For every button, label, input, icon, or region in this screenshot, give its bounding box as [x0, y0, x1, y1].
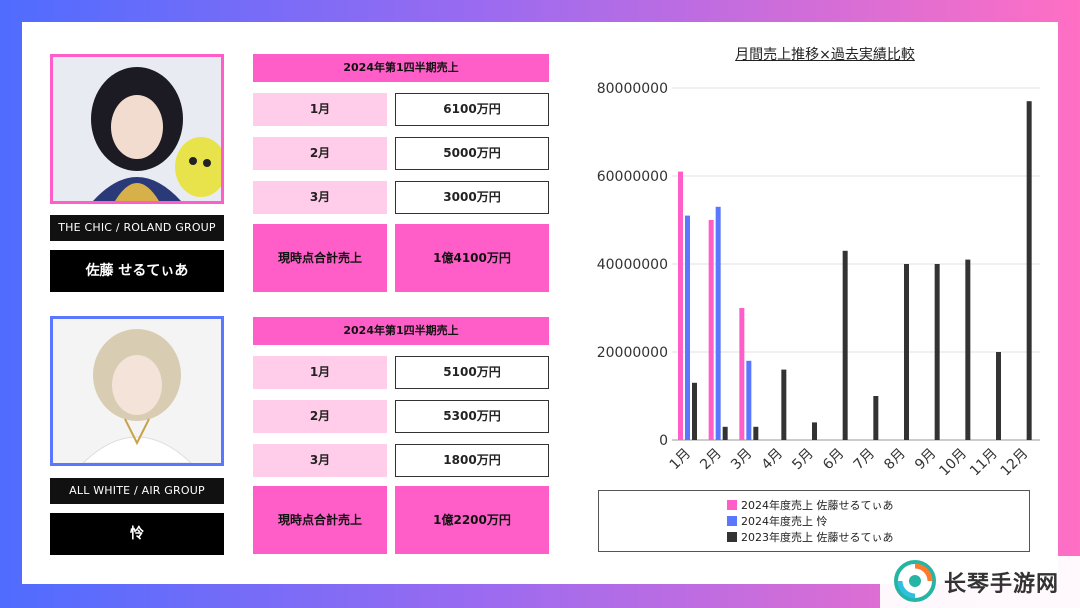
- month-cell-2-2: 2月: [253, 400, 387, 433]
- bar-s3-3月: [753, 426, 759, 440]
- bar-s3-6月: [842, 250, 848, 440]
- profile-photo-2: [50, 316, 224, 466]
- bar-s2-3月: [746, 360, 752, 440]
- table-header-2: 2024年第1四半期売上: [253, 317, 549, 345]
- value-cell-2-3: 1800万円: [395, 444, 549, 477]
- watermark-text: 长琴手游网: [944, 572, 1060, 597]
- month-cell-1-2: 2月: [253, 137, 387, 170]
- total-value-2: 1億2200万円: [395, 486, 549, 554]
- bar-s3-10月: [965, 259, 971, 440]
- y-tick-label-4: 80000000: [597, 81, 668, 97]
- legend-item-2: 2024年度売上 怜: [727, 514, 1029, 530]
- x-tick-label-2: 2月: [697, 446, 725, 474]
- x-tick-label-5: 5月: [789, 446, 817, 474]
- legend-swatch-3: [727, 532, 737, 542]
- legend-swatch-2: [727, 516, 737, 526]
- x-tick-label-11: 11月: [967, 446, 1001, 480]
- total-value-1: 1億4100万円: [395, 224, 549, 292]
- bar-s1-3月: [739, 308, 745, 440]
- month-cell-2-1: 1月: [253, 356, 387, 389]
- table-header-1: 2024年第1四半期売上: [253, 54, 549, 82]
- total-label-1: 現時点合計売上: [253, 224, 387, 292]
- x-tick-label-3: 3月: [728, 446, 756, 474]
- chart-legend: 2024年度売上 佐藤せるてぃあ 2024年度売上 怜 2023年度売上 佐藤せ…: [598, 490, 1030, 552]
- group-label-1: THE CHIC / ROLAND GROUP: [50, 215, 224, 241]
- bar-s3-11月: [996, 352, 1001, 440]
- bar-s3-12月: [1026, 101, 1032, 440]
- chart-title: 月間売上推移×過去実績比較: [735, 47, 915, 63]
- y-tick-label-2: 40000000: [597, 257, 668, 273]
- legend-label-3: 2023年度売上 佐藤せるてぃあ: [741, 531, 894, 544]
- watermark: 长琴手游网: [880, 556, 1080, 608]
- bar-s3-2月: [722, 426, 728, 440]
- bar-s3-5月: [812, 422, 817, 440]
- bar-s3-9月: [934, 264, 940, 440]
- x-tick-label-1: 1月: [667, 446, 695, 474]
- x-tick-label-6: 6月: [820, 446, 848, 474]
- value-cell-1-1: 6100万円: [395, 93, 549, 126]
- y-tick-label-0: 0: [659, 433, 668, 449]
- legend-swatch-1: [727, 500, 737, 510]
- bar-s3-1月: [692, 382, 697, 440]
- x-tick-label-9: 9月: [912, 446, 940, 474]
- profile-photo-1: [50, 54, 224, 204]
- swirl-logo-icon: [894, 560, 936, 602]
- value-cell-2-1: 5100万円: [395, 356, 549, 389]
- group-label-2: ALL WHITE / AIR GROUP: [50, 478, 224, 504]
- name-label-1: 佐藤 せるてぃあ: [50, 250, 224, 292]
- y-tick-label-3: 60000000: [597, 169, 668, 185]
- month-cell-1-1: 1月: [253, 93, 387, 126]
- bar-s2-2月: [715, 206, 721, 440]
- legend-label-2: 2024年度売上 怜: [741, 515, 828, 528]
- bar-s2-1月: [685, 215, 690, 440]
- legend-item-3: 2023年度売上 佐藤せるてぃあ: [727, 530, 1029, 546]
- bar-s1-2月: [708, 220, 714, 440]
- total-label-2: 現時点合計売上: [253, 486, 387, 554]
- legend-label-1: 2024年度売上 佐藤せるてぃあ: [741, 499, 894, 512]
- sales-bar-chart: 0 20000000 40000000 60000000 80000000 1月 2月 3月 4…: [597, 81, 1040, 480]
- legend-item-1: 2024年度売上 佐藤せるてぃあ: [727, 498, 1029, 514]
- month-cell-1-3: 3月: [253, 181, 387, 214]
- bar-s3-4月: [781, 369, 787, 440]
- name-label-2: 怜: [50, 513, 224, 555]
- bar-s3-7月: [873, 396, 879, 440]
- value-cell-1-3: 3000万円: [395, 181, 549, 214]
- x-tick-label-8: 8月: [881, 446, 909, 474]
- x-tick-label-7: 7月: [851, 446, 879, 474]
- bar-s1-1月: [678, 171, 683, 440]
- x-tick-label-12: 12月: [998, 446, 1032, 480]
- x-tick-label-4: 4月: [759, 446, 787, 474]
- month-cell-2-3: 3月: [253, 444, 387, 477]
- bar-s3-8月: [904, 264, 909, 440]
- x-tick-label-10: 10月: [936, 446, 970, 480]
- value-cell-2-2: 5300万円: [395, 400, 549, 433]
- value-cell-1-2: 5000万円: [395, 137, 549, 170]
- y-tick-label-1: 20000000: [597, 345, 668, 361]
